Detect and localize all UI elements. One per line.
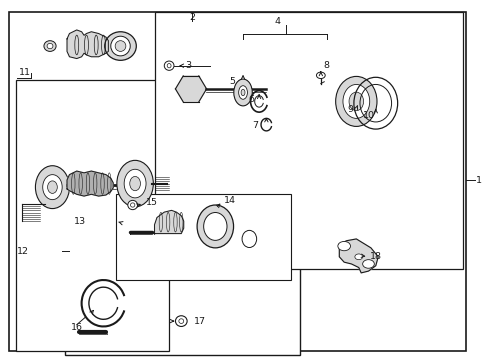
Ellipse shape [233,79,252,106]
Ellipse shape [342,85,369,118]
Circle shape [337,242,350,251]
Text: 15: 15 [145,198,158,207]
Ellipse shape [175,316,187,327]
Text: 1: 1 [474,176,481,185]
Text: 9: 9 [347,105,353,114]
Ellipse shape [111,36,130,56]
Text: 12: 12 [17,247,29,256]
Ellipse shape [117,160,153,207]
Text: 13: 13 [74,217,86,226]
Ellipse shape [35,166,69,208]
Ellipse shape [238,86,247,99]
Ellipse shape [42,175,62,200]
Ellipse shape [115,41,125,51]
Ellipse shape [203,212,226,240]
Polygon shape [154,210,183,234]
Ellipse shape [167,64,171,68]
Polygon shape [67,30,108,59]
Ellipse shape [164,61,174,70]
Bar [16,80,169,351]
Text: 8: 8 [323,61,329,70]
Text: 14: 14 [224,196,236,205]
Polygon shape [339,239,377,273]
Text: 18: 18 [369,252,381,261]
Ellipse shape [124,169,146,198]
Ellipse shape [47,181,57,193]
Text: 5: 5 [229,77,235,86]
Ellipse shape [335,76,376,126]
Ellipse shape [44,41,56,51]
Ellipse shape [129,176,140,191]
Ellipse shape [104,32,136,60]
Text: 7: 7 [252,121,258,130]
Circle shape [354,254,362,260]
Ellipse shape [197,205,233,248]
Ellipse shape [130,203,135,207]
Ellipse shape [47,43,53,49]
Text: 4: 4 [273,17,280,26]
Circle shape [316,72,325,78]
Bar [116,194,290,280]
Text: 3: 3 [185,61,191,70]
Ellipse shape [179,319,183,323]
Circle shape [362,260,373,268]
Text: 17: 17 [193,316,205,325]
Text: 11: 11 [20,68,31,77]
Bar [154,12,462,269]
Polygon shape [175,76,206,102]
Ellipse shape [127,201,137,210]
Bar [64,194,300,355]
Polygon shape [67,171,113,196]
Ellipse shape [241,89,244,96]
Text: 2: 2 [189,13,195,22]
Text: 16: 16 [71,323,82,332]
Text: 6: 6 [248,95,254,104]
Text: 10: 10 [362,111,374,120]
Ellipse shape [348,92,363,111]
